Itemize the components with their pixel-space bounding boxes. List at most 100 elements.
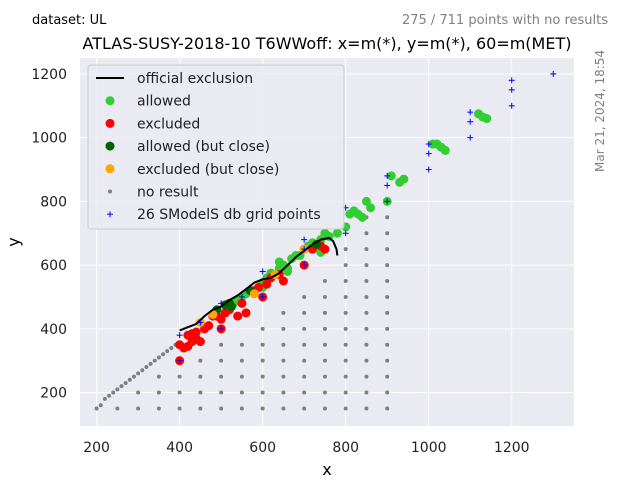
no-result-point [385,231,390,236]
no-result-point [219,342,224,347]
db-grid-point [425,166,432,173]
no-result-point [302,358,307,363]
db-grid-point [467,118,474,125]
no-result-point [136,390,141,395]
no-result-point [322,358,327,363]
no-result-point [322,374,327,379]
no-result-point [364,390,369,395]
x-tick-label: 1200 [494,440,530,456]
no-result-point [364,374,369,379]
legend-circle-swatch [105,141,115,151]
allowed-point [366,203,376,213]
no-result-point [177,406,182,411]
excluded-close-point [249,289,259,299]
no-result-point [156,374,161,379]
db-grid-point [342,230,349,237]
no-result-point [343,310,348,315]
no-result-point [343,247,348,252]
legend-item: excluded (but close) [105,162,279,178]
no-result-point [123,380,128,385]
db-grid-point [259,268,266,275]
legend-item: official exclusion [96,71,253,87]
x-tick-label: 400 [166,440,193,456]
no-result-point [364,263,369,268]
db-grid-point [384,182,391,189]
no-result-point [281,358,286,363]
no-result-point [322,406,327,411]
no-result-point [148,361,153,366]
allowed-point [482,114,492,124]
allowed-point [386,171,396,181]
excluded-point [187,337,197,347]
no-result-point [260,406,265,411]
no-result-point [322,294,327,299]
no-result-point [198,406,203,411]
excluded-point [320,244,330,254]
no-result-point [385,342,390,347]
no-result-point [156,390,161,395]
no-result-point [102,396,107,401]
no-result-point [144,365,149,370]
no-result-point [111,390,116,395]
no-result-point [260,342,265,347]
db-grid-point [176,357,183,364]
legend-circle-swatch [105,96,115,106]
legend-label: excluded [137,116,200,132]
y-tick-label: 400 [40,322,67,338]
no-result-point [385,263,390,268]
data-marks [94,70,557,411]
no-result-point [219,374,224,379]
db-grid-point [218,300,225,307]
db-grid-point [508,86,515,93]
no-result-point [385,310,390,315]
y-tick-label: 800 [40,194,67,210]
no-result-point [385,326,390,331]
no-result-point [364,294,369,299]
legend-dot-swatch [108,189,112,194]
legend-circle-swatch [105,118,115,128]
x-axis-ticks: 200 400 600 800 1000 1200 [83,440,529,456]
db-grid-point [467,109,474,116]
no-result-point [94,406,99,411]
db-grid-point [508,77,515,84]
no-result-point [302,326,307,331]
no-result-point [98,403,103,408]
no-result-point [322,390,327,395]
no-result-point [343,406,348,411]
no-result-point [343,358,348,363]
legend: official exclusion allowed excluded allowed… [87,64,345,230]
no-result-point [239,358,244,363]
db-grid-point [259,293,266,300]
excluded-point [237,298,247,308]
excluded-point [262,279,272,289]
db-grid-point [425,141,432,148]
allowed-point [332,228,342,238]
allowed-close-point [227,302,237,312]
no-result-point [177,374,182,379]
no-result-point [136,406,141,411]
no-result-point [260,390,265,395]
no-result-point [281,374,286,379]
no-result-point [302,390,307,395]
no-result-point [281,390,286,395]
legend-item: allowed (but close) [105,139,270,155]
no-result-point [343,374,348,379]
no-result-point [281,342,286,347]
y-tick-label: 600 [40,258,67,274]
no-result-point [115,406,120,411]
no-result-point [322,326,327,331]
no-result-point [364,247,369,252]
no-result-point [136,371,141,376]
dataset-label: dataset: UL [32,13,107,28]
no-result-point [281,406,286,411]
excluded-point [204,321,214,331]
no-result-point [107,393,112,398]
no-result-point [302,406,307,411]
db-grid-point [218,325,225,332]
chart-title: ATLAS-SUSY-2018-10 T6WWoff: x=m(*), y=m(… [83,34,572,53]
no-result-point [385,390,390,395]
no-result-point [385,279,390,284]
db-grid-point [301,236,308,243]
allowed-point [361,196,371,206]
